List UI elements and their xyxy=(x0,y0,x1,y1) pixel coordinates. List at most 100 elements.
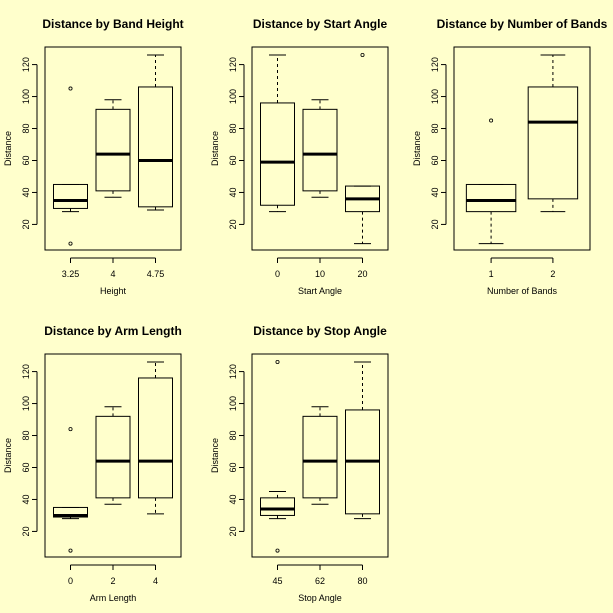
box-45 xyxy=(260,359,295,553)
x-axis-label: Number of Bands xyxy=(487,286,558,296)
iqr-box xyxy=(95,415,131,499)
iqr-box xyxy=(95,108,131,192)
box-3.25 xyxy=(53,86,88,246)
iqr-box xyxy=(260,102,295,206)
boxplot-panel: Distance by Start Angle Start Angle Distan… xyxy=(210,17,389,296)
outlier-point xyxy=(360,52,365,57)
outlier-point xyxy=(275,548,280,553)
outlier-point xyxy=(275,359,280,364)
x-tick-label: 10 xyxy=(315,269,325,279)
x-tick-label: 4.75 xyxy=(147,269,165,279)
x-tick-label: 80 xyxy=(357,576,367,586)
iqr-box xyxy=(527,86,579,200)
y-tick-label: 40 xyxy=(21,187,31,197)
y-tick-label: 40 xyxy=(228,187,238,197)
y-tick-label: 120 xyxy=(228,57,238,72)
y-tick-label: 120 xyxy=(228,364,238,379)
y-tick-label: 40 xyxy=(228,494,238,504)
boxplot-panel: Distance by Band Height Height Distance 20 4… xyxy=(3,17,184,296)
iqr-box xyxy=(260,497,295,516)
y-tick-label: 80 xyxy=(228,431,238,441)
y-tick-label: 60 xyxy=(228,155,238,165)
plot-frame xyxy=(251,46,389,251)
iqr-box xyxy=(302,415,338,499)
chart-title: Distance by Start Angle xyxy=(253,17,388,31)
y-tick-label: 20 xyxy=(430,219,440,229)
iqr-box xyxy=(302,108,338,192)
y-axis-label: Distance xyxy=(210,131,220,166)
y-tick-label: 80 xyxy=(228,124,238,134)
box-2 xyxy=(95,406,131,505)
y-tick-label: 120 xyxy=(21,364,31,379)
box-20 xyxy=(345,52,380,245)
x-tick-label: 62 xyxy=(315,576,325,586)
y-tick-label: 120 xyxy=(430,57,440,72)
x-tick-label: 2 xyxy=(110,576,115,586)
box-0 xyxy=(260,54,295,213)
boxplot-panel: Distance by Number of Bands Number of Ban… xyxy=(412,17,608,296)
y-tick-label: 80 xyxy=(21,124,31,134)
boxplot-panel: Distance by Arm Length Arm Length Distance… xyxy=(3,324,182,603)
chart-title: Distance by Band Height xyxy=(42,17,183,31)
y-tick-label: 100 xyxy=(228,89,238,104)
x-tick-label: 4 xyxy=(110,269,115,279)
x-axis-label: Arm Length xyxy=(90,593,137,603)
x-tick-label: 45 xyxy=(272,576,282,586)
y-tick-label: 20 xyxy=(228,219,238,229)
box-62 xyxy=(302,406,338,505)
iqr-box xyxy=(465,183,517,213)
outlier-point xyxy=(68,241,73,246)
y-tick-label: 20 xyxy=(228,526,238,536)
x-tick-label: 2 xyxy=(550,269,555,279)
outlier-point xyxy=(68,86,73,91)
plot-frame xyxy=(251,353,389,558)
box-0 xyxy=(53,427,88,553)
chart-title: Distance by Stop Angle xyxy=(253,324,387,338)
x-tick-label: 3.25 xyxy=(62,269,80,279)
y-tick-label: 100 xyxy=(21,89,31,104)
box-2 xyxy=(527,54,579,213)
y-tick-label: 80 xyxy=(430,124,440,134)
plot-frame xyxy=(44,46,182,251)
box-1 xyxy=(465,118,517,245)
y-tick-label: 60 xyxy=(21,155,31,165)
box-4 xyxy=(95,99,131,198)
y-tick-label: 100 xyxy=(430,89,440,104)
y-tick-label: 40 xyxy=(430,187,440,197)
box-80 xyxy=(345,361,380,520)
y-tick-label: 40 xyxy=(21,494,31,504)
x-tick-label: 20 xyxy=(357,269,367,279)
box-4 xyxy=(138,361,173,515)
boxplot-panel: Distance by Stop Angle Stop Angle Distance… xyxy=(210,324,389,603)
box-10 xyxy=(302,99,338,198)
x-axis-label: Height xyxy=(100,286,127,296)
y-axis-label: Distance xyxy=(3,438,13,473)
x-tick-label: 4 xyxy=(153,576,158,586)
x-axis-label: Stop Angle xyxy=(298,593,342,603)
y-tick-label: 100 xyxy=(228,396,238,411)
y-tick-label: 60 xyxy=(21,462,31,472)
chart-title: Distance by Number of Bands xyxy=(437,17,608,31)
y-tick-label: 80 xyxy=(21,431,31,441)
y-tick-label: 60 xyxy=(430,155,440,165)
y-axis-label: Distance xyxy=(3,131,13,166)
x-tick-label: 1 xyxy=(489,269,494,279)
iqr-box xyxy=(53,183,88,209)
x-tick-label: 0 xyxy=(68,576,73,586)
y-tick-label: 20 xyxy=(21,219,31,229)
outlier-point xyxy=(68,548,73,553)
y-tick-label: 120 xyxy=(21,57,31,72)
y-tick-label: 20 xyxy=(21,526,31,536)
plot-frame xyxy=(44,353,182,558)
chart-title: Distance by Arm Length xyxy=(44,324,182,338)
iqr-box xyxy=(138,86,173,208)
outlier-point xyxy=(68,427,73,432)
y-axis-label: Distance xyxy=(210,438,220,473)
iqr-box xyxy=(138,377,173,499)
plot-frame xyxy=(453,46,591,251)
y-tick-label: 100 xyxy=(21,396,31,411)
iqr-box xyxy=(53,506,88,518)
y-tick-label: 60 xyxy=(228,462,238,472)
x-axis-label: Start Angle xyxy=(298,286,342,296)
